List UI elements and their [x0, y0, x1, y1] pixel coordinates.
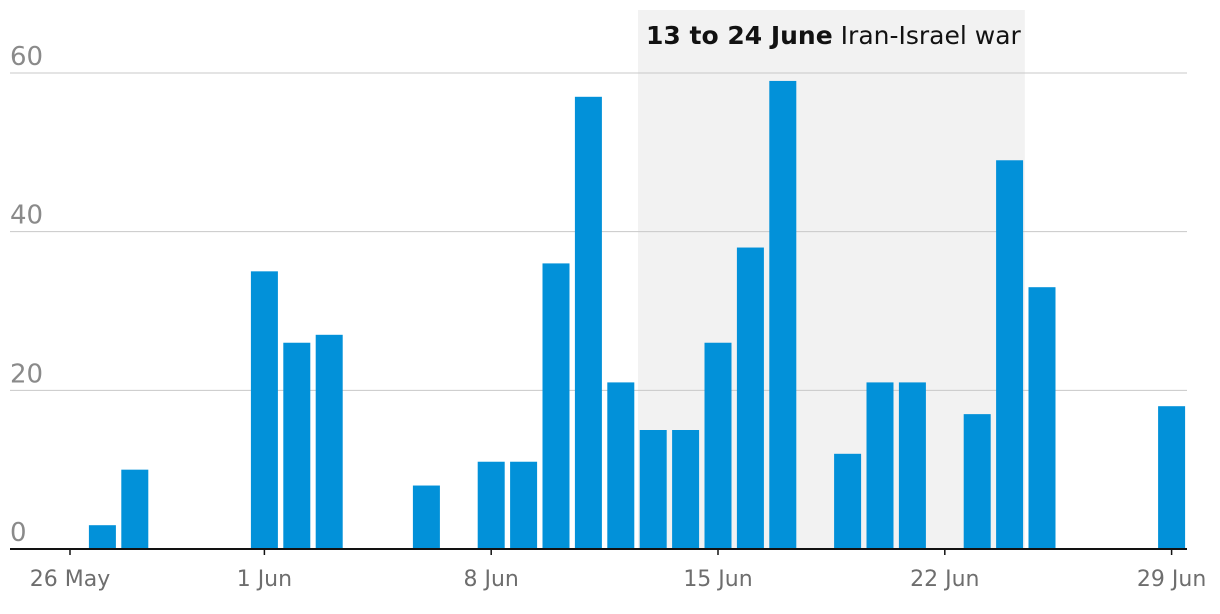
bar — [88, 525, 116, 549]
x-tick-label: 1 Jun — [237, 567, 292, 592]
war-period-shade — [638, 10, 1025, 549]
bar — [672, 430, 700, 549]
bar — [1028, 287, 1056, 549]
y-tick-label: 20 — [10, 359, 43, 389]
bar — [121, 469, 149, 549]
x-tick-label: 29 Jun — [1137, 567, 1206, 592]
annotation-bold-text: 13 to 24 June — [646, 21, 833, 50]
x-tick-label: 22 Jun — [910, 567, 979, 592]
war-annotation: 13 to 24 June Iran-Israel war — [646, 21, 1022, 50]
bar — [412, 485, 440, 549]
x-tick-label: 8 Jun — [464, 567, 519, 592]
bar — [607, 382, 635, 549]
bar — [736, 247, 764, 550]
bar — [898, 382, 926, 549]
bar — [769, 80, 797, 549]
bar — [477, 461, 505, 549]
x-tick-label: 26 May — [30, 567, 110, 592]
y-tick-label: 60 — [10, 42, 43, 72]
bar — [834, 453, 862, 549]
annotation-text: Iran-Israel war — [841, 21, 1022, 50]
y-tick-label: 40 — [10, 201, 43, 231]
bar — [639, 430, 667, 549]
bar — [315, 334, 343, 549]
bar — [574, 96, 602, 550]
x-tick-label: 15 Jun — [683, 567, 752, 592]
bar — [866, 382, 894, 549]
bar — [996, 160, 1024, 549]
bar — [542, 263, 570, 549]
axes: 0 20 40 60 26 May 1 Jun 8 Jun 15 Jun 22 Jun 29 Ju… — [10, 42, 1206, 592]
bar — [283, 342, 311, 549]
bar — [510, 461, 538, 549]
bars — [88, 80, 1186, 550]
bar — [250, 271, 278, 549]
shade-layer — [638, 10, 1025, 549]
bar — [1158, 406, 1186, 549]
y-tick-label: 0 — [10, 518, 27, 548]
bar — [704, 342, 732, 549]
bar — [963, 414, 991, 549]
